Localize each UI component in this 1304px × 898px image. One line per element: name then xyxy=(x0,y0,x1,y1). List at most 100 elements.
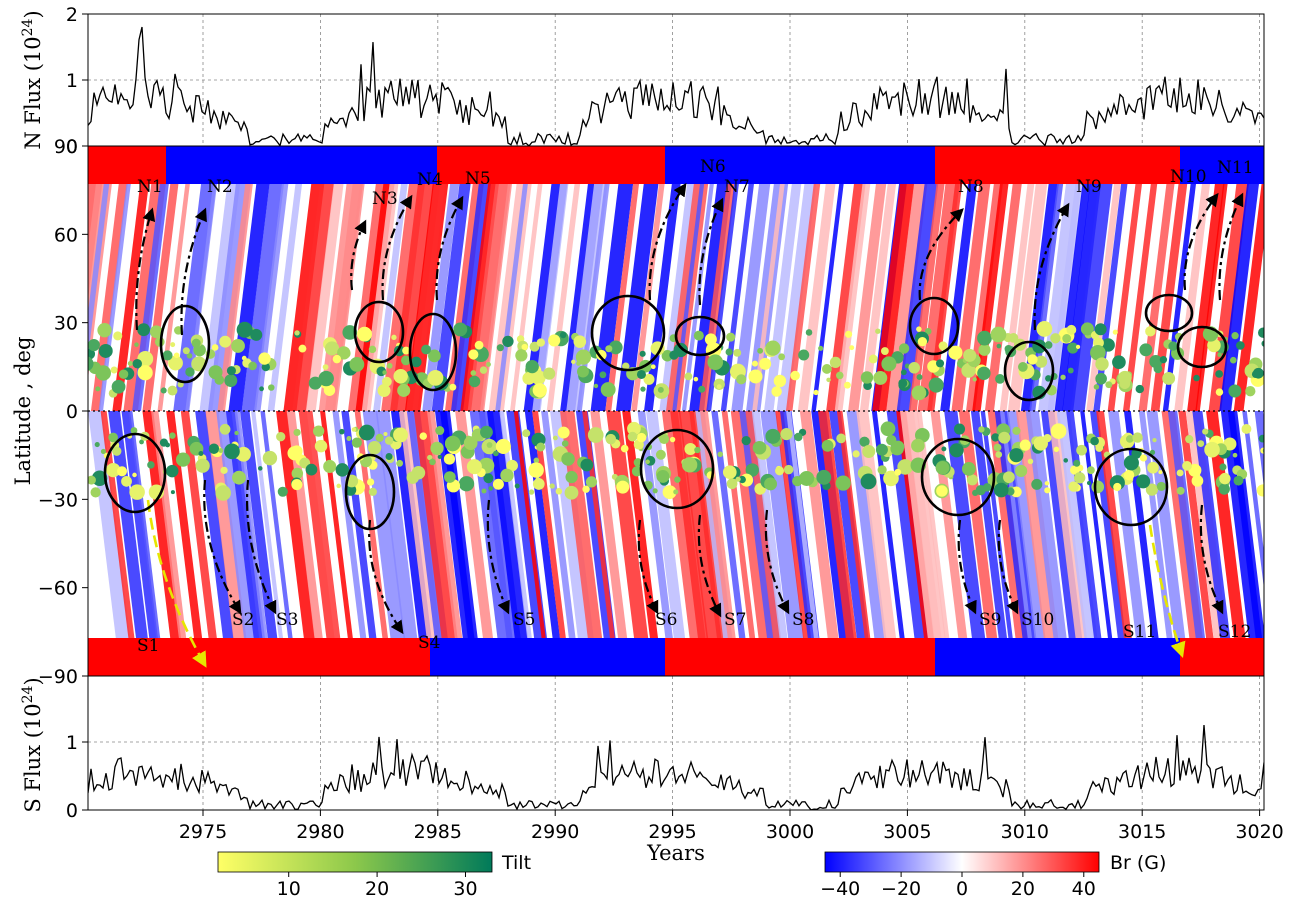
sunspot-marker xyxy=(794,432,803,442)
sunspot-marker xyxy=(1095,357,1109,371)
sunspot-marker xyxy=(226,366,236,376)
sunspot-marker xyxy=(813,389,819,396)
sunspot-marker xyxy=(1053,446,1060,452)
sunspot-marker xyxy=(881,356,897,372)
sunspot-marker xyxy=(97,323,112,338)
surge-arrow-north xyxy=(435,195,464,301)
sunspot-marker xyxy=(250,328,263,341)
sunspot-marker xyxy=(935,460,950,475)
sunspot-marker xyxy=(880,421,896,437)
sunspot-marker xyxy=(600,382,616,398)
sunspot-marker xyxy=(961,462,976,476)
sunspot-marker xyxy=(298,344,307,353)
sunspot-marker xyxy=(640,386,646,392)
sunspot-marker xyxy=(64,461,79,476)
sunspot-marker xyxy=(849,345,855,351)
sunspot-marker xyxy=(248,361,257,371)
sunspot-marker xyxy=(977,366,991,381)
tilt-colorbar-title: Tilt xyxy=(501,852,531,874)
tilt-tick-label: 10 xyxy=(277,878,301,898)
sunspot-marker xyxy=(1017,362,1028,372)
sunspot-marker xyxy=(716,384,722,390)
br-tick-label: −20 xyxy=(881,878,921,898)
field-stripe xyxy=(450,184,491,411)
sunspot-marker xyxy=(375,433,384,442)
sunspot-marker xyxy=(234,430,239,436)
sunspot-marker xyxy=(875,443,888,456)
sunspot-marker xyxy=(308,376,322,390)
sunspot-marker xyxy=(443,471,456,483)
sunspot-marker xyxy=(53,430,67,444)
sunspot-marker xyxy=(113,331,123,341)
sunspot-marker xyxy=(953,423,966,435)
surge-arrow-south xyxy=(1199,504,1224,615)
sunspot-marker xyxy=(165,442,171,448)
field-stripe xyxy=(292,184,335,411)
sunspot-marker xyxy=(428,349,441,363)
sunspot-marker xyxy=(561,452,575,466)
sunspot-marker xyxy=(1299,377,1304,385)
ytick-label: −60 xyxy=(38,578,78,600)
sunspot-marker xyxy=(1223,437,1237,451)
sunspot-marker xyxy=(759,357,772,370)
sunspot-marker xyxy=(515,349,528,362)
sunspot-marker xyxy=(639,350,646,357)
sunspot-marker xyxy=(88,351,89,353)
sunspot-marker xyxy=(435,425,445,436)
sunspot-marker xyxy=(862,445,876,459)
sunspot-marker xyxy=(748,369,763,384)
sunspot-marker xyxy=(883,470,899,487)
sunspot-marker xyxy=(622,362,630,370)
sunspot-marker xyxy=(294,330,300,336)
field-stripe xyxy=(1195,184,1228,411)
field-stripe xyxy=(1233,184,1264,411)
sunspot-marker xyxy=(531,370,546,385)
sunspot-marker xyxy=(1257,327,1264,338)
sunspot-marker xyxy=(561,440,569,447)
sunspot-marker xyxy=(219,335,232,348)
highlight-ellipse xyxy=(1003,340,1055,402)
sunspot-marker xyxy=(322,364,329,370)
sunspot-marker xyxy=(261,362,270,372)
sunspot-marker xyxy=(966,474,978,486)
sunspot-marker xyxy=(890,441,904,456)
sunspot-marker xyxy=(220,466,228,474)
field-stripe xyxy=(1219,184,1259,411)
sunspot-marker xyxy=(783,464,794,475)
surge-label-s5: S5 xyxy=(513,610,535,630)
sunspot-marker xyxy=(391,334,397,341)
field-stripe xyxy=(1007,184,1048,411)
ytick-label: 30 xyxy=(54,313,78,335)
sunspot-marker xyxy=(1067,367,1074,374)
sunspot-marker xyxy=(232,470,246,485)
sunspot-marker xyxy=(775,466,785,476)
sunspot-marker xyxy=(397,383,411,397)
sunspot-marker xyxy=(1145,326,1156,337)
sunspot-marker xyxy=(358,424,375,441)
south-flux-frame xyxy=(87,675,1265,811)
sunspot-marker xyxy=(1215,388,1224,396)
field-stripe xyxy=(546,184,581,411)
year-tick-label: 2990 xyxy=(531,821,579,843)
sunspot-marker xyxy=(936,359,945,368)
surge-label-s8: S8 xyxy=(792,610,814,630)
sunspot-marker xyxy=(593,383,599,389)
sunspot-marker xyxy=(993,482,1009,498)
polar-cap-north xyxy=(665,146,935,184)
tilt-colorbar-gradient xyxy=(217,851,493,873)
surge-arrow-south xyxy=(764,509,790,615)
sunspot-marker xyxy=(773,374,787,388)
sunspot-marker xyxy=(165,464,179,478)
sunspot-marker xyxy=(68,351,75,358)
surge-arrow-north xyxy=(135,207,156,331)
sunspot-marker xyxy=(224,374,238,388)
sunspot-marker xyxy=(91,470,108,486)
sunspot-marker xyxy=(835,371,844,380)
field-stripe xyxy=(361,184,399,411)
highlight-ellipse xyxy=(353,300,405,364)
sunspot-marker xyxy=(170,342,176,348)
sunspot-marker xyxy=(536,442,546,452)
polar-cap-north xyxy=(1180,146,1264,184)
field-stripe xyxy=(1000,411,1033,638)
